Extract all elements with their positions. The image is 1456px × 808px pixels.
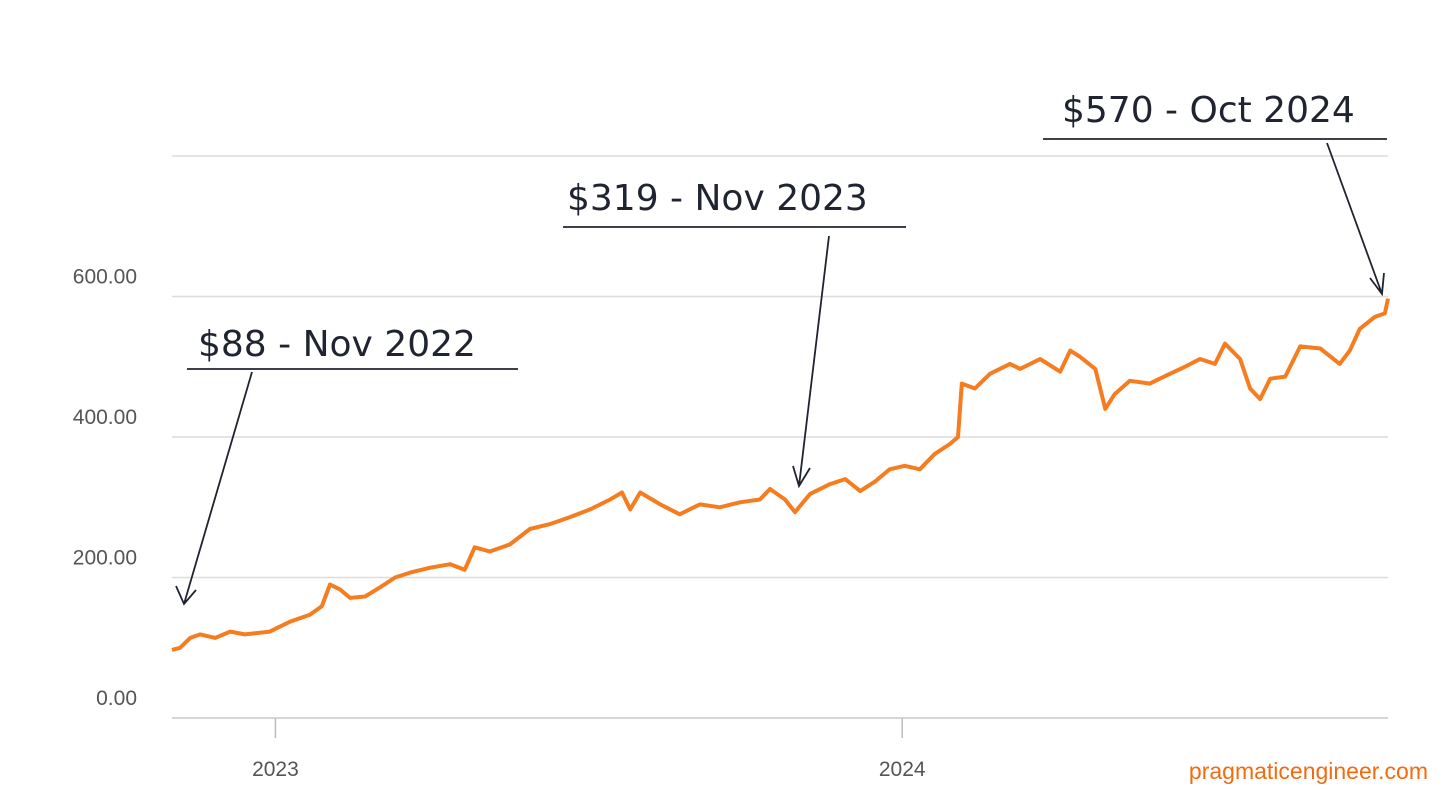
annotations: $88 - Nov 2022 $319 - Nov 2023 $570 - Oc… bbox=[175, 90, 1387, 606]
x-tick-label: 2023 bbox=[252, 758, 299, 781]
y-tick-label: 0.00 bbox=[96, 687, 137, 710]
annotation-arrow bbox=[175, 371, 253, 606]
x-tick-label: 2024 bbox=[879, 758, 926, 781]
y-tick-label: 200.00 bbox=[73, 547, 137, 570]
annotation: $570 - Oct 2024 bbox=[1062, 90, 1355, 131]
annotation: $88 - Nov 2022 bbox=[198, 324, 476, 365]
y-tick-label: 600.00 bbox=[73, 266, 137, 289]
annotation-arrow bbox=[792, 235, 830, 489]
annotation: $319 - Nov 2023 bbox=[567, 178, 868, 219]
watermark: pragmaticengineer.com bbox=[1189, 758, 1428, 784]
annotation-arrow bbox=[1326, 142, 1385, 297]
price-line bbox=[171, 298, 1390, 652]
y-tick-label: 400.00 bbox=[73, 406, 137, 429]
